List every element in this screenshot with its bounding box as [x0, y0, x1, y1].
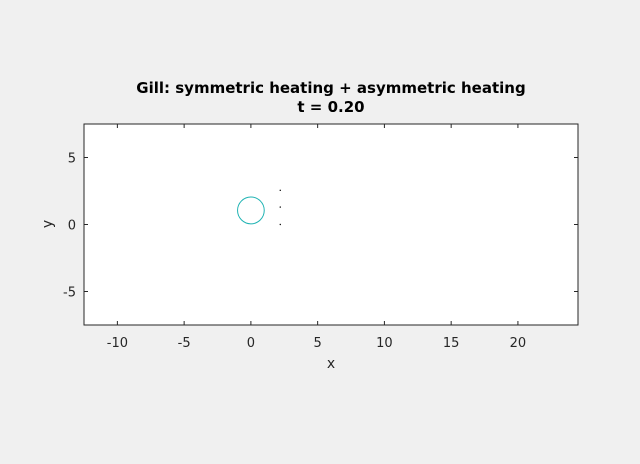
chart-title: Gill: symmetric heating + asymmetric hea…	[136, 79, 525, 97]
x-tick-label: 15	[443, 336, 460, 351]
x-tick-label: -10	[107, 336, 128, 351]
x-ticks: -10 -5 0 5 10 15 20	[107, 124, 526, 351]
x-axis-label: x	[327, 356, 335, 372]
x-tick-label: 10	[376, 336, 393, 351]
contour-dot	[279, 206, 281, 208]
contour-dot	[279, 223, 281, 226]
plot-area	[84, 124, 578, 325]
x-tick-label: 5	[314, 336, 322, 351]
contour-line	[237, 196, 265, 225]
chart-subtitle: t = 0.20	[297, 98, 364, 116]
y-axis-label: y	[40, 220, 56, 228]
y-tick-label: -5	[63, 286, 76, 301]
contour-layer	[237, 189, 281, 226]
x-tick-label: 20	[510, 336, 527, 351]
y-ticks: 5 0 -5	[63, 152, 578, 301]
x-tick-label: 0	[247, 336, 255, 351]
y-tick-label: 0	[68, 219, 76, 234]
x-tick-label: -5	[178, 336, 191, 351]
y-tick-label: 5	[68, 152, 76, 167]
contour-dot	[279, 189, 281, 192]
